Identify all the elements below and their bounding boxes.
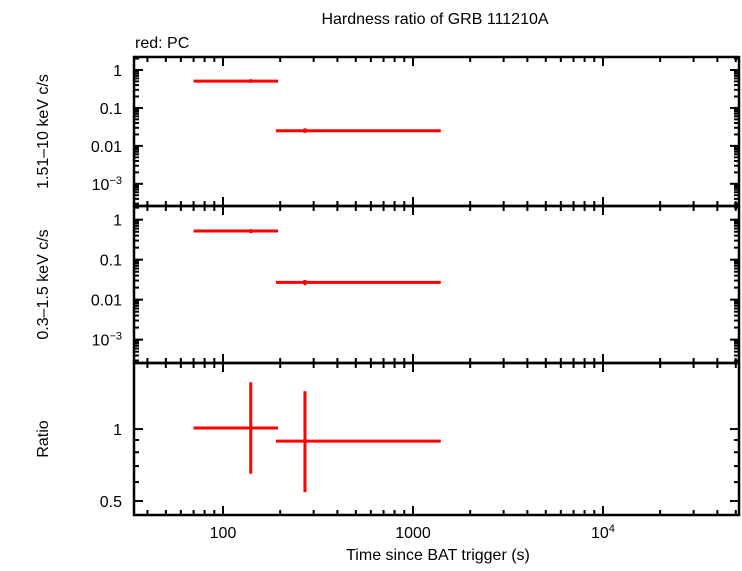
data-point [193,229,279,234]
y-tick-label: 0.01 [91,139,122,156]
y-tick-label: 0.5 [100,494,122,511]
data-point [275,391,441,493]
y-tick-label: 0.01 [91,293,122,310]
y-tick-label: 1 [113,63,122,80]
x-tick-label: 1000 [395,525,431,542]
legend-note: red: PC [135,35,189,52]
y-tick-label: 0.1 [100,101,122,118]
y-tick-label: 10−3 [92,331,122,350]
y-axis-label: 1.51–10 keV c/s [35,74,52,189]
data-point [275,128,441,133]
y-axis-label: Ratio [35,420,52,457]
data-point [193,79,279,83]
chart-title: Hardness ratio of GRB 111210A [321,11,548,28]
x-axis-label: Time since BAT trigger (s) [346,547,530,564]
data-point [193,382,279,474]
y-tick-label: 0.1 [100,253,122,270]
y-axis-label: 0.3–1.5 keV c/s [35,229,52,339]
data-point [275,279,441,286]
x-tick-label: 104 [591,523,615,542]
y-tick-label: 10−3 [92,175,122,194]
panel-frame [132,361,741,517]
x-tick-label: 100 [210,525,237,542]
y-tick-label: 1 [113,213,122,230]
y-tick-label: 1 [113,422,122,439]
